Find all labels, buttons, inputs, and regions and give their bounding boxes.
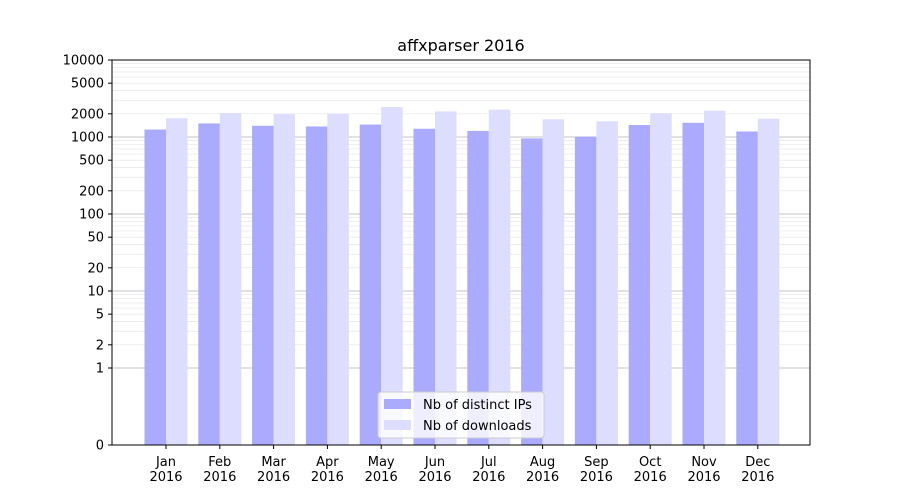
y-tick-label: 2 bbox=[96, 338, 104, 353]
y-axis: 0 1 2 5 10 20 50 100 200 500 1000 2000 5000 10000 bbox=[63, 54, 112, 454]
legend-label: Nb of downloads bbox=[423, 419, 532, 434]
x-tick-label: Dec 2016 bbox=[741, 455, 774, 485]
y-tick-label: 50 bbox=[87, 231, 104, 246]
bar-distinct-ips bbox=[413, 128, 435, 446]
bars bbox=[144, 107, 780, 446]
y-tick-label: 5000 bbox=[71, 77, 104, 92]
legend: Nb of distinct IPs Nb of downloads bbox=[377, 391, 545, 439]
bar-distinct-ips bbox=[305, 126, 328, 445]
bar-downloads bbox=[704, 110, 726, 445]
bar-downloads bbox=[650, 113, 672, 445]
legend-swatch bbox=[384, 399, 411, 409]
x-axis: Jan 2016 Feb 2016 Mar 2016 Apr 2016 May 2016 Jun 20… bbox=[149, 445, 774, 485]
bar-downloads bbox=[327, 113, 349, 445]
y-tick-label: 20 bbox=[87, 261, 104, 276]
legend-box bbox=[377, 391, 545, 439]
x-tick-label: Feb 2016 bbox=[203, 455, 236, 485]
y-tick-label: 2000 bbox=[71, 107, 104, 122]
x-tick-label: Jul 2016 bbox=[472, 455, 505, 485]
y-tick-label: 10000 bbox=[63, 54, 104, 69]
legend-swatch bbox=[384, 420, 411, 430]
y-tick-label: 0 bbox=[96, 439, 104, 454]
bar-distinct-ips bbox=[198, 123, 220, 445]
y-tick-label: 10 bbox=[87, 285, 104, 300]
bar-downloads bbox=[757, 118, 780, 446]
y-tick-label: 1000 bbox=[71, 131, 104, 146]
x-tick-label: Nov 2016 bbox=[687, 455, 720, 485]
bar-distinct-ips bbox=[521, 138, 543, 445]
bar-downloads bbox=[435, 111, 457, 446]
y-tick-label: 500 bbox=[79, 154, 104, 169]
bar-distinct-ips bbox=[359, 124, 382, 446]
x-tick-label: May 2016 bbox=[365, 455, 398, 485]
x-tick-label: Jun 2016 bbox=[418, 455, 451, 485]
bar-distinct-ips bbox=[574, 136, 597, 446]
y-tick-label: 5 bbox=[96, 308, 104, 323]
plot-frame bbox=[111, 59, 811, 446]
bar-downloads bbox=[488, 109, 511, 446]
x-tick-label: Jan 2016 bbox=[149, 455, 182, 485]
bar-downloads bbox=[166, 118, 188, 445]
chart-title: affxparser 2016 bbox=[397, 36, 524, 55]
bar-distinct-ips bbox=[628, 125, 651, 445]
x-tick-label: Mar 2016 bbox=[257, 455, 290, 485]
x-tick-label: Apr 2016 bbox=[311, 455, 344, 485]
y-tick-label: 100 bbox=[79, 208, 104, 223]
bar-distinct-ips bbox=[467, 130, 489, 445]
legend-label: Nb of distinct IPs bbox=[423, 398, 532, 413]
bar-distinct-ips bbox=[682, 122, 704, 446]
bar-downloads bbox=[542, 119, 565, 445]
x-tick-label: Sep 2016 bbox=[580, 455, 613, 485]
bar-distinct-ips bbox=[144, 129, 166, 445]
x-tick-label: Oct 2016 bbox=[634, 455, 667, 485]
bar-downloads bbox=[273, 114, 296, 445]
y-tick-label: 200 bbox=[79, 184, 104, 199]
bar-downloads bbox=[596, 121, 618, 445]
bar-downloads bbox=[219, 112, 242, 446]
x-tick-label: Aug 2016 bbox=[526, 455, 559, 485]
y-tick-label: 1 bbox=[96, 362, 104, 377]
bar-downloads bbox=[381, 107, 403, 445]
bar-distinct-ips bbox=[736, 131, 758, 445]
bar-distinct-ips bbox=[252, 125, 274, 445]
